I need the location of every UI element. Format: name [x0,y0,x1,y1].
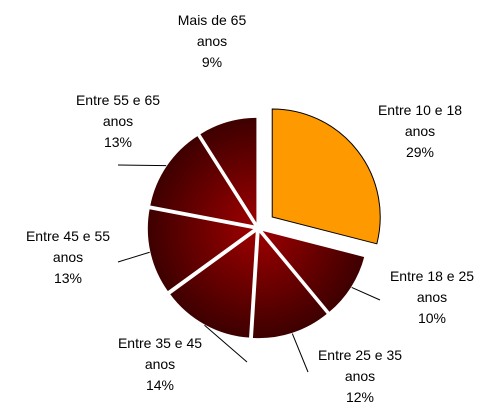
slice-label: Entre 35 e 45 anos 14% [108,333,213,396]
value-label: 13% [103,134,133,150]
leader-line [117,251,150,263]
pie-slice [271,108,381,245]
leader-line [204,324,248,363]
value-label: 29% [405,144,435,160]
slice-label: Entre 55 e 65 anos 13% [66,90,171,153]
category-label: Entre 45 e 55 anos [25,228,111,265]
pie-slice [146,207,257,294]
pie-slice [198,116,258,228]
value-label: 9% [201,54,223,70]
slice-label: Entre 18 e 25 anos 10% [380,266,484,329]
category-label: Entre 10 e 18 anos [377,102,463,139]
value-label: 10% [417,310,447,326]
pie-slice [148,134,258,228]
slice-label: Entre 10 e 18 anos 29% [368,100,473,163]
value-label: 12% [345,389,375,405]
category-label: Entre 18 e 25 anos [389,268,475,305]
value-label: 13% [53,270,83,286]
category-label: Entre 55 e 65 anos [75,92,161,129]
slice-label: Mais de 65 anos 9% [168,10,256,73]
leader-line [351,287,381,301]
value-label: 14% [145,377,175,393]
leader-line [291,333,309,373]
category-label: Mais de 65 anos [177,12,247,49]
category-label: Entre 25 e 35 anos [317,347,403,384]
pie-slice [168,229,258,340]
leader-line [117,164,167,167]
slice-label: Entre 45 e 55 anos 13% [16,226,121,289]
category-label: Entre 35 e 45 anos [117,335,203,372]
slice-label: Entre 25 e 35 anos 12% [308,345,413,405]
